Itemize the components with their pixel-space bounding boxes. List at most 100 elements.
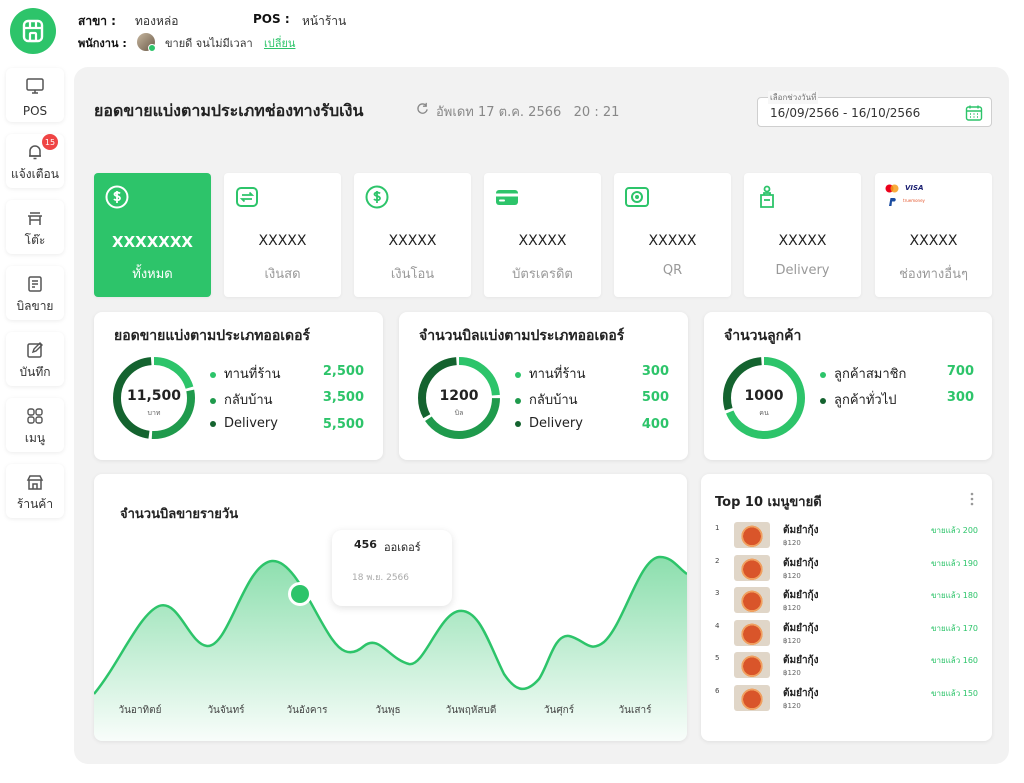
menu-item-price: ฿120 (783, 604, 801, 613)
menu-item-price: ฿120 (783, 636, 801, 645)
top10-row[interactable]: 1 ต้มยำกุ้ง ฿120 ขายแล้ว 200 (701, 522, 992, 552)
x-tick-label: วันศุกร์ (543, 705, 575, 716)
sidebar-item-bills[interactable]: บิลขาย (6, 266, 64, 320)
change-staff-link[interactable]: เปลี่ยน (264, 37, 296, 50)
top10-row[interactable]: 2 ต้มยำกุ้ง ฿120 ขายแล้ว 190 (701, 554, 992, 585)
menu-item-price: ฿120 (783, 571, 801, 580)
legend-dot (210, 397, 216, 404)
date-range-picker[interactable]: เลือกช่วงวันที่ 16/09/2566 - 16/10/2566 (757, 91, 992, 127)
sidebar-item-label: โต๊ะ (24, 233, 46, 247)
top10-title: Top 10 เมนูขายดี (715, 495, 822, 510)
sidebar-item-menu[interactable]: เมนู (6, 398, 64, 452)
menu-item-price: ฿120 (783, 539, 801, 547)
donut-segment (723, 357, 805, 439)
payment-card-credit[interactable]: XXXXX บัตรเครดิต (484, 173, 601, 297)
highlight-point[interactable] (291, 585, 309, 603)
menu-item-price: ฿120 (783, 702, 801, 710)
donut-center-value: 1000 (744, 388, 784, 404)
payment-card-value: XXXXX (778, 233, 827, 249)
refresh-icon[interactable] (416, 102, 429, 115)
table-icon (28, 212, 42, 225)
payment-card-label: บัตรเครดิต (512, 267, 573, 282)
top10-row[interactable]: 6 ต้มยำกุ้ง ฿120 ขายแล้ว 150 (701, 685, 992, 715)
legend-label: Delivery (529, 416, 583, 431)
page-title: ยอดขายแบ่งตามประเภทช่องทางรับเงิน (94, 101, 364, 120)
qr-scan-icon (625, 187, 649, 207)
payment-card-other[interactable]: VISA truemoney XXXXX ช่องทางอื่นๆ (875, 173, 992, 297)
legend-dot (210, 371, 216, 378)
store-icon (26, 475, 44, 490)
sidebar-item-notifications[interactable]: 15 แจ้งเตือน (6, 134, 64, 188)
sidebar-item-pos[interactable]: POS (6, 68, 64, 122)
stat-card-customers: จำนวนลูกค้า 1000 คน ลูกค้าสมาชิก 700 ลูก… (704, 312, 992, 460)
sidebar-item-table[interactable]: โต๊ะ (6, 200, 64, 254)
legend-value: 500 (641, 390, 669, 405)
more-options-icon[interactable] (970, 492, 974, 506)
payment-card-qr[interactable]: XXXXX QR (614, 173, 731, 297)
payment-card-delivery[interactable]: XXXXX Delivery (744, 173, 861, 297)
top10-row[interactable]: 5 ต้มยำกุ้ง ฿120 ขายแล้ว 160 (701, 652, 992, 682)
donut-segment (418, 357, 500, 439)
donut-segment (723, 357, 805, 439)
last-updated: อัพเดท 17 ต.ค. 2566 20 : 21 (436, 105, 620, 120)
legend-label: ทานที่ร้าน (529, 367, 586, 382)
payment-card-value: XXXXX (258, 233, 307, 249)
sidebar-item-store[interactable]: ร้านค้า (6, 464, 64, 518)
pos-label: POS : (253, 12, 290, 26)
date-range-value: 16/09/2566 - 16/10/2566 (770, 106, 921, 120)
legend-label: กลับบ้าน (529, 393, 578, 408)
paypal-icon (889, 198, 896, 206)
stat-card-title: จำนวนบิลแบ่งตามประเภทออเดอร์ (419, 328, 625, 344)
legend-dot (515, 371, 521, 378)
sidebar-item-record[interactable]: บันทึก (6, 332, 64, 386)
payment-card-transfer[interactable]: XXXXX เงินโอน (354, 173, 471, 297)
edit-icon (27, 342, 43, 358)
payment-card-cash[interactable]: XXXXX เงินสด (224, 173, 341, 297)
bell-icon (29, 145, 41, 160)
payment-card-all[interactable]: XXXXXXX ทั้งหมด (94, 173, 211, 297)
donut-segment (113, 357, 195, 439)
menu-item-sold: ขายแล้ว 160 (930, 656, 978, 666)
payment-card-label: ทั้งหมด (132, 267, 173, 282)
legend-item: ทานที่ร้าน (515, 363, 586, 384)
x-tick-label: วันจันทร์ (207, 705, 245, 716)
staff-name: ขายดี จนไม่มีเวลา (165, 37, 253, 50)
legend-label: ลูกค้าสมาชิก (834, 367, 907, 382)
rank-number: 4 (715, 621, 720, 630)
top10-row[interactable]: 4 ต้มยำกุ้ง ฿120 ขายแล้ว 170 (701, 619, 992, 650)
menu-item-image (734, 554, 770, 581)
donut-chart (113, 357, 195, 439)
payment-card-value: XXXXX (648, 233, 697, 249)
app-logo[interactable] (10, 8, 56, 54)
daily-bills-chart: จำนวนบิลขายรายวัน 456 ออเดอร์ 18 พ.ย. 25… (94, 474, 687, 741)
donut-center-value: 1200 (439, 388, 479, 404)
legend-item: Delivery (210, 416, 278, 431)
donut-center-unit: บาท (147, 409, 161, 417)
monitor-icon (26, 78, 44, 94)
tooltip-unit: ออเดอร์ (384, 541, 421, 554)
legend-item: ทานที่ร้าน (210, 363, 281, 384)
legend-item: ลูกค้าสมาชิก (820, 363, 906, 384)
area-fill (94, 556, 687, 741)
dollar-coin-icon (105, 185, 129, 209)
stat-card-sales: ยอดขายแบ่งตามประเภทออเดอร์ 11,500 บาท ทา… (94, 312, 383, 460)
stat-card-bills: จำนวนบิลแบ่งตามประเภทออเดอร์ 1200 บิล ทา… (399, 312, 688, 460)
x-tick-label: วันอังคาร (286, 705, 328, 716)
sidebar-item-label: POS (22, 104, 48, 118)
dollar-coin-icon (365, 185, 389, 209)
legend-label: กลับบ้าน (224, 393, 273, 408)
sidebar-item-label: บิลขาย (16, 299, 54, 313)
legend-label: Delivery (224, 416, 278, 431)
payment-card-value: XXXXXXX (112, 233, 193, 251)
top10-row[interactable]: 3 ต้มยำกุ้ง ฿120 ขายแล้ว 180 (701, 587, 992, 617)
area-line (94, 555, 687, 695)
donut-segment (113, 357, 195, 439)
avatar (137, 33, 156, 52)
legend-dot (820, 371, 826, 378)
legend-dot (820, 397, 826, 404)
delivery-bag-icon (760, 185, 774, 208)
staff-label: พนักงาน : (78, 37, 127, 50)
calendar-icon[interactable] (965, 105, 983, 121)
menu-item-name: ต้มยำกุ้ง (783, 557, 819, 569)
x-tick-label: วันพฤหัสบดี (445, 705, 497, 716)
